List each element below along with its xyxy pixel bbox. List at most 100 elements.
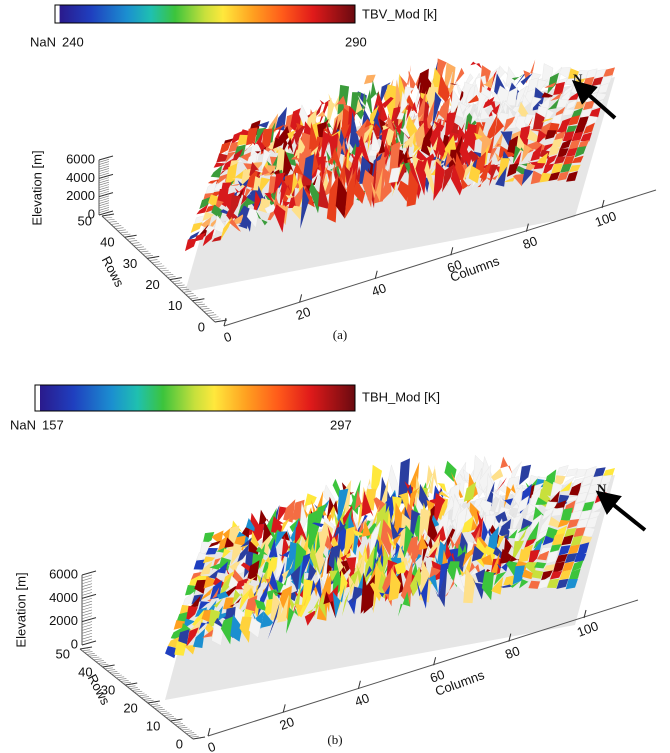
minor-tick bbox=[190, 735, 199, 738]
surface-cell bbox=[571, 155, 584, 164]
surface-cell bbox=[400, 161, 413, 183]
elevation-tick-label: 6000 bbox=[49, 566, 78, 581]
columns-tick-label: 40 bbox=[353, 690, 372, 709]
surface-cell bbox=[202, 628, 215, 638]
surface-cell bbox=[281, 535, 294, 564]
minor-tick bbox=[84, 651, 93, 653]
surface-cell bbox=[461, 515, 474, 533]
colorbar-title: TBV_Mod [k] bbox=[362, 6, 437, 21]
rows-tick bbox=[147, 255, 160, 259]
surface-cell bbox=[361, 89, 373, 121]
surface-cell bbox=[400, 558, 413, 607]
surface-cell bbox=[334, 523, 347, 538]
minor-tick bbox=[81, 606, 93, 611]
surface-cell bbox=[247, 560, 260, 581]
columns-tick-label: 100 bbox=[575, 618, 601, 640]
surface-cell bbox=[482, 481, 495, 507]
surface-cell bbox=[542, 535, 555, 546]
minor-tick bbox=[104, 216, 113, 219]
elevation-tick bbox=[81, 593, 97, 599]
surface-cell bbox=[462, 160, 475, 183]
elevation-tick bbox=[98, 210, 114, 216]
surface-cell bbox=[225, 586, 239, 597]
surface-cell bbox=[189, 618, 202, 634]
surface-cell bbox=[560, 163, 572, 173]
surface-cell bbox=[344, 164, 356, 187]
rows-tick-label: 10 bbox=[168, 298, 182, 313]
surface-cell bbox=[558, 67, 571, 79]
surface-cell bbox=[503, 484, 517, 509]
rows-tick bbox=[170, 718, 183, 722]
minor-tick bbox=[174, 723, 183, 725]
minor-tick bbox=[81, 612, 93, 617]
surface-cell bbox=[551, 163, 563, 174]
surface-cell bbox=[216, 591, 229, 600]
rows-tick-label: 20 bbox=[145, 277, 159, 292]
surface-cell bbox=[245, 127, 258, 146]
surface-cell bbox=[545, 154, 557, 167]
minor-tick bbox=[140, 696, 150, 698]
surface-cell bbox=[582, 501, 595, 512]
surface-cell bbox=[559, 569, 572, 580]
surface-cell bbox=[197, 601, 211, 612]
surface-cell bbox=[187, 231, 200, 241]
surface-cell bbox=[509, 555, 522, 563]
surface-cell bbox=[293, 126, 306, 146]
surface-cell bbox=[481, 571, 494, 601]
north-arrow bbox=[595, 490, 647, 532]
surface-cell bbox=[196, 204, 209, 215]
surface-cell bbox=[418, 534, 431, 556]
surface-cell bbox=[499, 518, 512, 540]
surface-cell bbox=[561, 534, 574, 546]
surface-cell bbox=[524, 538, 537, 549]
surface-cell bbox=[230, 543, 243, 565]
minor-tick bbox=[183, 730, 192, 733]
surface-cell bbox=[288, 565, 301, 593]
surface-cell bbox=[194, 579, 207, 594]
elevation-tick-label: 2000 bbox=[49, 613, 78, 628]
surface-cell bbox=[468, 562, 482, 578]
surface-cell bbox=[244, 576, 257, 588]
colorbar bbox=[34, 384, 356, 412]
surface-cell bbox=[361, 490, 374, 517]
surface-cell bbox=[270, 592, 283, 620]
surface-cell bbox=[193, 628, 206, 648]
surface-cell bbox=[219, 575, 232, 597]
surface-cell bbox=[503, 116, 516, 133]
columns-tick bbox=[207, 727, 211, 737]
minor-tick bbox=[81, 577, 93, 582]
surface-cell bbox=[463, 481, 476, 502]
minor-tick bbox=[136, 692, 145, 695]
surface-cell bbox=[536, 152, 549, 165]
columns-tick bbox=[299, 294, 303, 303]
surface-cell bbox=[222, 180, 235, 187]
surface-cell bbox=[364, 118, 377, 131]
minor-tick bbox=[131, 689, 141, 691]
surface-cell bbox=[350, 556, 363, 590]
surface-cell bbox=[276, 574, 289, 595]
surface-cell bbox=[392, 502, 405, 551]
rows-tick bbox=[192, 298, 205, 302]
minor-tick bbox=[98, 168, 110, 172]
surface-cell bbox=[498, 158, 510, 179]
colorbar-min-label: 157 bbox=[42, 417, 64, 432]
columns-tick-label: 60 bbox=[428, 667, 447, 686]
minor-tick bbox=[153, 263, 163, 266]
surface-cell bbox=[545, 130, 557, 140]
surface-cell bbox=[450, 163, 463, 196]
surface-cell bbox=[506, 163, 519, 177]
surface-cell bbox=[211, 204, 223, 219]
surface-cell bbox=[239, 616, 252, 643]
surface-cell bbox=[459, 139, 472, 172]
surface-cell bbox=[443, 542, 456, 568]
surface-cell bbox=[521, 143, 534, 163]
surface-cell bbox=[199, 196, 211, 210]
surface-cell bbox=[370, 582, 383, 602]
minor-tick bbox=[181, 288, 190, 291]
surface-cell bbox=[435, 566, 448, 608]
surface-cell bbox=[571, 560, 584, 572]
surface-cell bbox=[489, 164, 501, 187]
surface-cell bbox=[174, 640, 187, 656]
minor-tick bbox=[122, 233, 131, 236]
elevation-tick bbox=[98, 173, 114, 179]
